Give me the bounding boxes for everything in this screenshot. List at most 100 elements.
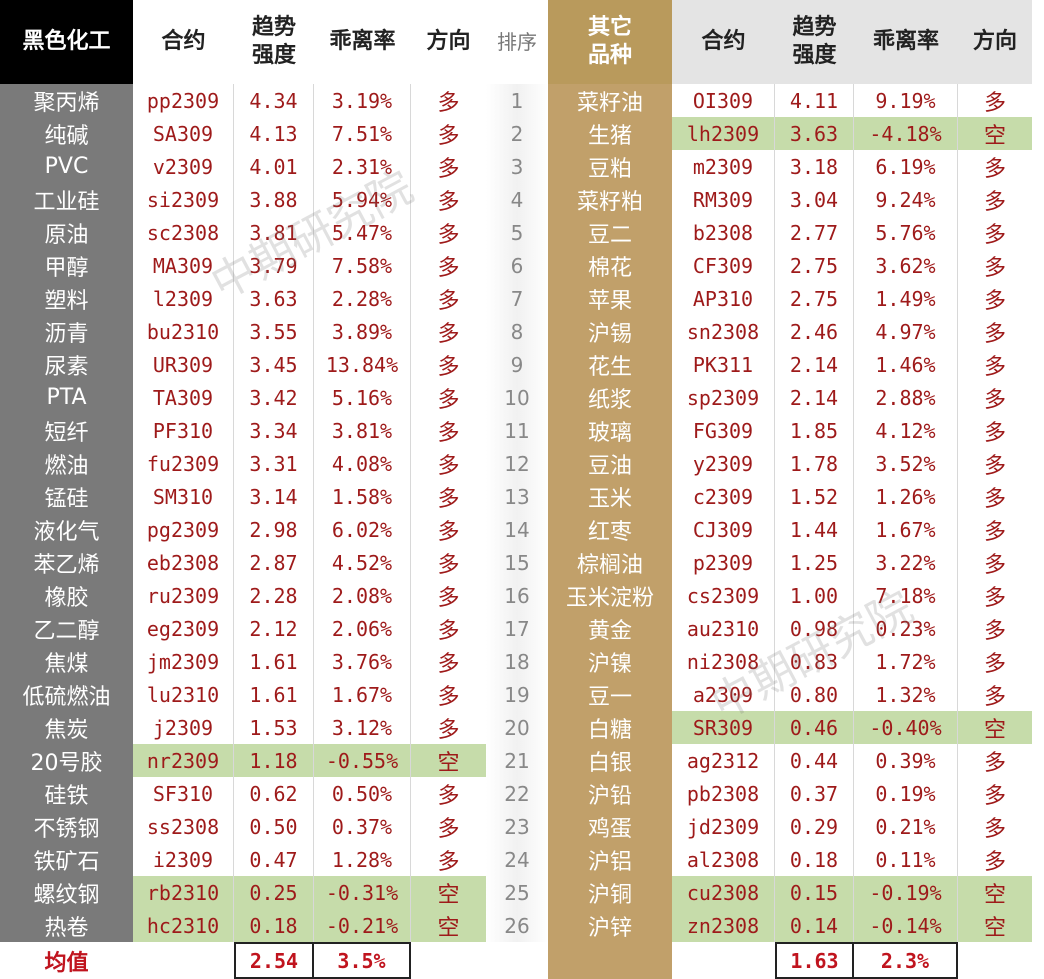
header-right-category: 其它 品种 bbox=[548, 0, 672, 84]
left-deviation: 3.81% bbox=[314, 414, 411, 447]
left-deviation: 2.28% bbox=[314, 282, 411, 315]
right-product-name: 沪锡 bbox=[548, 315, 672, 348]
rank-number: 1 bbox=[486, 84, 548, 117]
right-strength: 1.78 bbox=[775, 447, 854, 480]
left-deviation: 3.19% bbox=[314, 84, 411, 117]
left-direction: 空 bbox=[411, 744, 486, 777]
right-direction: 多 bbox=[983, 222, 1006, 248]
right-product-name: 豆油 bbox=[548, 447, 672, 480]
right-deviation: 0.39% bbox=[854, 744, 958, 777]
left-contract: l2309 bbox=[133, 282, 234, 315]
left-strength: 3.31 bbox=[234, 447, 314, 480]
header-right-strength: 趋势 强度 bbox=[775, 0, 854, 84]
right-contract: SR309 bbox=[672, 711, 775, 744]
left-strength: 3.34 bbox=[234, 414, 314, 447]
right-direction: 多 bbox=[983, 156, 1006, 182]
right-contract: y2309 bbox=[672, 447, 775, 480]
right-direction: 多 bbox=[983, 519, 1006, 545]
right-contract: OI309 bbox=[672, 84, 775, 117]
left-deviation: 2.06% bbox=[314, 612, 411, 645]
left-product-name: 纯碱 bbox=[0, 117, 133, 150]
right-product-name: 生猪 bbox=[548, 117, 672, 150]
right-direction: 空 bbox=[958, 909, 1032, 942]
right-direction: 空 bbox=[958, 117, 1032, 150]
left-deviation: 1.58% bbox=[314, 480, 411, 513]
right-direction: 多 bbox=[983, 90, 1006, 116]
left-contract: rb2310 bbox=[133, 876, 234, 909]
left-strength: 4.13 bbox=[234, 117, 314, 150]
left-strength: 0.62 bbox=[234, 777, 314, 810]
left-contract: hc2310 bbox=[133, 909, 234, 942]
left-product-name: 焦炭 bbox=[0, 711, 133, 744]
right-direction: 多 bbox=[983, 255, 1006, 281]
right-product-name: 菜籽油 bbox=[548, 84, 672, 117]
left-product-name: 苯乙烯 bbox=[0, 546, 133, 579]
right-product-name: 白银 bbox=[548, 744, 672, 777]
left-direction: 多 bbox=[437, 684, 460, 710]
right-contract: cs2309 bbox=[672, 579, 775, 612]
left-direction: 多 bbox=[437, 816, 460, 842]
left-direction: 多 bbox=[437, 552, 460, 578]
left-contract: pg2309 bbox=[133, 513, 234, 546]
left-contract: v2309 bbox=[133, 150, 234, 183]
left-deviation: 3.89% bbox=[314, 315, 411, 348]
right-strength: 2.14 bbox=[775, 381, 854, 414]
right-product-name: 沪铝 bbox=[548, 843, 672, 876]
right-contract: au2310 bbox=[672, 612, 775, 645]
left-strength: 0.18 bbox=[234, 909, 314, 942]
right-contract: sn2308 bbox=[672, 315, 775, 348]
rank-number: 15 bbox=[486, 546, 548, 579]
footer-empty bbox=[486, 942, 548, 979]
left-direction: 多 bbox=[437, 354, 460, 380]
left-direction: 多 bbox=[437, 453, 460, 479]
left-product-name: 热卷 bbox=[0, 909, 133, 942]
left-deviation: 4.08% bbox=[314, 447, 411, 480]
left-contract: lu2310 bbox=[133, 678, 234, 711]
right-contract: a2309 bbox=[672, 678, 775, 711]
right-strength: 1.00 bbox=[775, 579, 854, 612]
right-deviation: 0.21% bbox=[854, 810, 958, 843]
rank-number: 25 bbox=[486, 876, 548, 909]
left-direction: 多 bbox=[437, 618, 460, 644]
left-product-name: 硅铁 bbox=[0, 777, 133, 810]
left-product-name: 工业硅 bbox=[0, 183, 133, 216]
left-product-name: PVC bbox=[0, 150, 133, 183]
left-deviation: 13.84% bbox=[314, 348, 411, 381]
right-contract: ag2312 bbox=[672, 744, 775, 777]
right-contract: RM309 bbox=[672, 183, 775, 216]
left-contract: sc2308 bbox=[133, 216, 234, 249]
left-direction: 多 bbox=[437, 288, 460, 314]
left-strength: 4.34 bbox=[234, 84, 314, 117]
right-contract: PK311 bbox=[672, 348, 775, 381]
right-product-name: 白糖 bbox=[548, 711, 672, 744]
header-right-deviation: 乖离率 bbox=[854, 0, 958, 84]
right-deviation: 3.62% bbox=[854, 249, 958, 282]
footer-right-deviation: 2.3% bbox=[854, 942, 958, 979]
left-strength: 3.81 bbox=[234, 216, 314, 249]
right-direction: 多 bbox=[983, 750, 1006, 776]
right-strength: 2.75 bbox=[775, 282, 854, 315]
left-deviation: 2.08% bbox=[314, 579, 411, 612]
header-rank: 排序 bbox=[486, 0, 548, 84]
right-deviation: 0.11% bbox=[854, 843, 958, 876]
left-product-name: 铁矿石 bbox=[0, 843, 133, 876]
rank-number: 9 bbox=[486, 348, 548, 381]
footer-empty bbox=[958, 942, 1032, 979]
right-product-name: 黄金 bbox=[548, 612, 672, 645]
left-contract: nr2309 bbox=[133, 744, 234, 777]
right-strength: 4.11 bbox=[775, 84, 854, 117]
left-contract: si2309 bbox=[133, 183, 234, 216]
left-deviation: 0.37% bbox=[314, 810, 411, 843]
left-contract: SA309 bbox=[133, 117, 234, 150]
right-direction: 多 bbox=[983, 552, 1006, 578]
rank-number: 3 bbox=[486, 150, 548, 183]
rank-number: 6 bbox=[486, 249, 548, 282]
right-strength: 2.77 bbox=[775, 216, 854, 249]
left-contract: SM310 bbox=[133, 480, 234, 513]
left-strength: 0.47 bbox=[234, 843, 314, 876]
right-strength: 0.83 bbox=[775, 645, 854, 678]
left-deviation: 1.28% bbox=[314, 843, 411, 876]
header-left-direction: 方向 bbox=[411, 0, 486, 84]
rank-number: 23 bbox=[486, 810, 548, 843]
right-product-name: 沪镍 bbox=[548, 645, 672, 678]
